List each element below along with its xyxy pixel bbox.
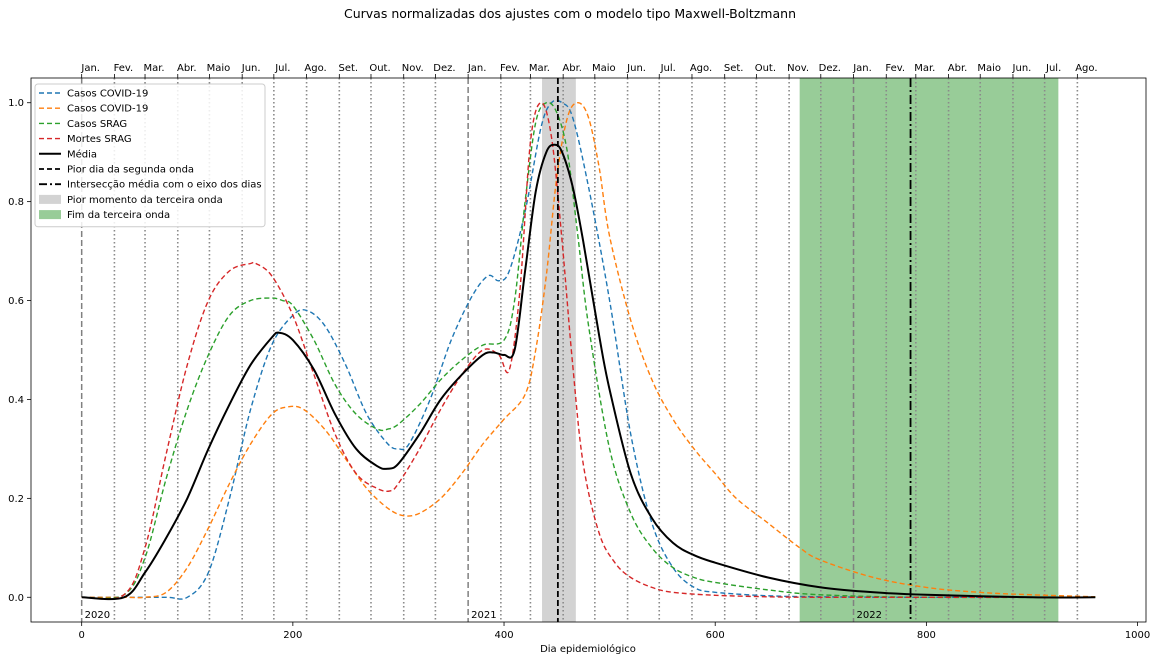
series-line (81, 101, 1096, 599)
year-labels: 2020 2021 2022 (85, 610, 882, 621)
shaded-spans (542, 78, 1059, 622)
legend-label: Fim da terceira onda (67, 210, 170, 221)
month-label: Jan. (467, 63, 487, 74)
month-label: Jul. (274, 63, 290, 74)
y-tick-label: 1.0 (8, 98, 24, 109)
series-line (81, 143, 1096, 601)
month-lines (80, 78, 1079, 622)
month-label: Nov. (402, 63, 424, 74)
month-label: Ago. (690, 63, 712, 74)
legend-label: Mortes SRAG (67, 134, 132, 145)
legend-label: Pior momento da terceira onda (67, 195, 223, 206)
month-label: Abr. (562, 63, 582, 74)
month-label: Fev. (885, 63, 905, 74)
y-tick-label: 0.2 (8, 494, 24, 505)
month-label: Jun. (241, 63, 261, 74)
legend-label: Casos COVID-19 (67, 89, 148, 100)
month-label: Jan. (852, 63, 872, 74)
legend-label: Média (67, 148, 97, 160)
month-label: Jul. (660, 63, 676, 74)
month-label: Ago. (1075, 63, 1097, 74)
month-label: Set. (339, 63, 359, 74)
month-labels: Jan. Fev. Mar. Abr. Maio Jun. Jul. Ago. Set. Out.… (80, 63, 1098, 78)
month-label: Set. (724, 63, 744, 74)
end-third-wave-span (799, 78, 1059, 622)
worst-third-wave-span (542, 78, 576, 622)
year-label: 2022 (857, 610, 882, 621)
month-label: Jan. (80, 63, 100, 74)
y-tick-label: 0.6 (8, 296, 24, 307)
month-label: Maio (977, 63, 1001, 74)
month-label: Jun. (1012, 63, 1032, 74)
axis-ticks: 0 200 400 600 800 1000 0.0 0.2 0.4 0.6 0.8 1.0 (8, 98, 1150, 641)
legend-label: Casos SRAG (67, 119, 127, 130)
x-tick-label: 600 (706, 630, 725, 641)
legend-label: Pior dia da segunda onda (67, 165, 194, 176)
month-label: Out. (755, 63, 776, 74)
plot-frame (30, 77, 1147, 623)
month-label: Dez. (819, 63, 841, 74)
legend-swatch (39, 210, 61, 220)
legend-box (34, 83, 266, 228)
month-label: Mar. (914, 63, 935, 74)
x-tick-label: 800 (917, 630, 936, 641)
x-axis-label: Dia epidemiológico (540, 643, 636, 655)
month-label: Out. (369, 63, 390, 74)
month-label: Ago. (304, 63, 326, 74)
month-label: Dez. (433, 63, 455, 74)
month-label: Jul. (1045, 63, 1061, 74)
month-label: Jun. (626, 63, 646, 74)
series-lines (81, 78, 1096, 622)
series-line (81, 99, 1096, 600)
year-label: 2021 (471, 610, 496, 621)
month-label: Abr. (177, 63, 197, 74)
x-tick-label: 1000 (1125, 630, 1150, 641)
legend: Casos COVID-19 Casos COVID-19 Casos SRAG Mo… (34, 83, 266, 228)
month-label: Mar. (529, 63, 550, 74)
y-tick-label: 0.0 (8, 593, 24, 604)
month-label: Fev. (114, 63, 134, 74)
month-label: Maio (592, 63, 616, 74)
month-label: Abr. (948, 63, 968, 74)
month-label: Mar. (143, 63, 164, 74)
x-tick-label: 0 (78, 630, 84, 641)
year-label: 2020 (85, 610, 110, 621)
y-tick-label: 0.4 (8, 395, 24, 406)
x-tick-label: 400 (494, 630, 513, 641)
month-label: Fev. (500, 63, 520, 74)
legend-label: Intersecção média com o eixo dos dias (67, 179, 262, 191)
y-tick-label: 0.8 (8, 197, 24, 208)
legend-swatch (39, 194, 61, 204)
chart-title: Curvas normalizadas dos ajustes com o mo… (344, 6, 796, 21)
month-label: Nov. (787, 63, 809, 74)
month-label: Maio (207, 63, 231, 74)
legend-label: Casos COVID-19 (67, 104, 148, 115)
series-line (81, 101, 1096, 600)
x-tick-label: 200 (283, 630, 302, 641)
